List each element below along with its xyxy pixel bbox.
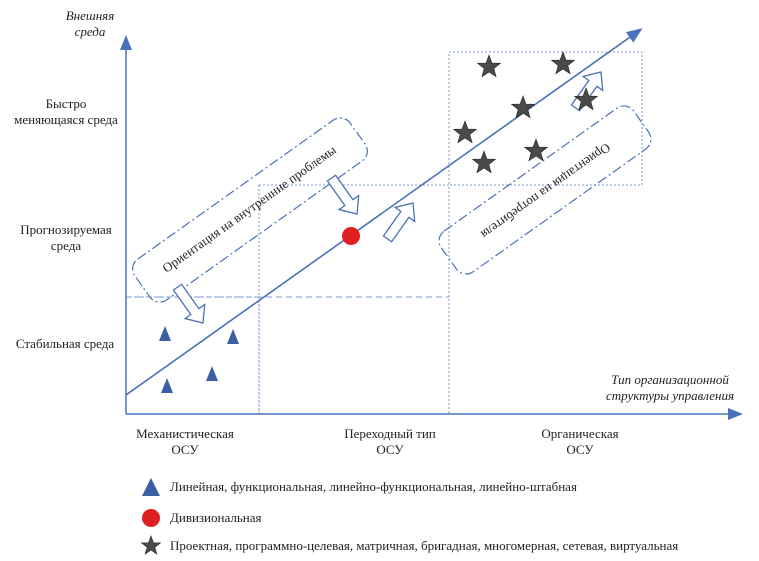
star-marker bbox=[523, 138, 549, 162]
x-category-mechanistic-line2: ОСУ bbox=[171, 442, 199, 457]
legend-label-divisional: Дивизиональная bbox=[170, 510, 262, 525]
x-axis-title-line2: структуры управления bbox=[605, 388, 735, 403]
star-marker bbox=[476, 54, 502, 78]
consumer-orientation-box bbox=[438, 105, 652, 275]
hollow-arrow bbox=[326, 174, 360, 215]
x-axis-title: Тип организационной структуры управления bbox=[590, 372, 750, 404]
star-marker bbox=[452, 120, 478, 144]
trend-diagonal-arrow bbox=[125, 28, 643, 396]
x-category-organic-line2: ОСУ bbox=[566, 442, 594, 457]
x-category-transitional: Переходный тип ОСУ bbox=[325, 426, 455, 458]
star-marker bbox=[550, 51, 576, 75]
y-level-fast: Быстро меняющаяся среда bbox=[10, 96, 122, 128]
triangle-marker bbox=[161, 378, 173, 393]
legend-item-project: Проектная, программно-целевая, матричная… bbox=[140, 535, 678, 557]
divisional-circle-marker bbox=[342, 227, 360, 245]
legend-circle-icon bbox=[142, 509, 160, 527]
x-category-transitional-line2: ОСУ bbox=[376, 442, 404, 457]
legend-label-project: Проектная, программно-целевая, матричная… bbox=[170, 538, 679, 553]
hollow-arrow bbox=[570, 71, 604, 112]
triangle-marker bbox=[227, 329, 239, 344]
legend-label-linear: Линейная, функциональная, линейно-функци… bbox=[170, 479, 577, 494]
y-level-predictable: Прогнозируемая среда bbox=[10, 222, 122, 254]
x-axis-title-line1: Тип организационной bbox=[611, 372, 729, 387]
internal-orientation-label: Ориентация на внутренние проблемы bbox=[159, 142, 339, 276]
direction-arrows bbox=[172, 71, 604, 324]
hollow-arrow bbox=[172, 283, 206, 324]
triangle-markers bbox=[159, 326, 239, 393]
y-level-fast-line2: меняющаяся среда bbox=[14, 112, 118, 127]
y-axis-title: Внешняя среда bbox=[60, 8, 120, 40]
consumer-orientation-label: Ориентация на потребителя bbox=[478, 140, 613, 242]
y-level-predictable-line2: среда bbox=[50, 238, 82, 253]
star-marker bbox=[510, 95, 536, 119]
zone-transitional bbox=[258, 184, 450, 415]
y-axis-title-line2: среда bbox=[74, 24, 106, 39]
x-category-organic-line1: Органическая bbox=[541, 426, 619, 441]
y-level-stable: Стабильная среда bbox=[15, 336, 115, 351]
zone-organic bbox=[448, 51, 643, 186]
triangle-marker bbox=[159, 326, 171, 341]
y-level-fast-line1: Быстро bbox=[45, 96, 87, 111]
x-category-mechanistic: Механистическая ОСУ bbox=[120, 426, 250, 458]
triangle-marker bbox=[206, 366, 218, 381]
legend-star-icon bbox=[140, 535, 162, 555]
internal-orientation-box bbox=[132, 117, 368, 303]
legend-item-divisional: Дивизиональная bbox=[140, 507, 261, 529]
hollow-arrow bbox=[382, 202, 416, 243]
star-marker bbox=[573, 87, 599, 111]
x-category-mechanistic-line1: Механистическая bbox=[136, 426, 234, 441]
star-marker bbox=[471, 150, 497, 174]
x-category-transitional-line1: Переходный тип bbox=[344, 426, 436, 441]
x-category-organic: Органическая ОСУ bbox=[515, 426, 645, 458]
legend-triangle-icon bbox=[142, 478, 160, 496]
y-level-predictable-line1: Прогнозируемая bbox=[20, 222, 112, 237]
star-markers bbox=[452, 51, 599, 174]
y-axis-title-line1: Внешняя bbox=[65, 8, 115, 23]
legend-item-linear: Линейная, функциональная, линейно-функци… bbox=[140, 476, 577, 498]
